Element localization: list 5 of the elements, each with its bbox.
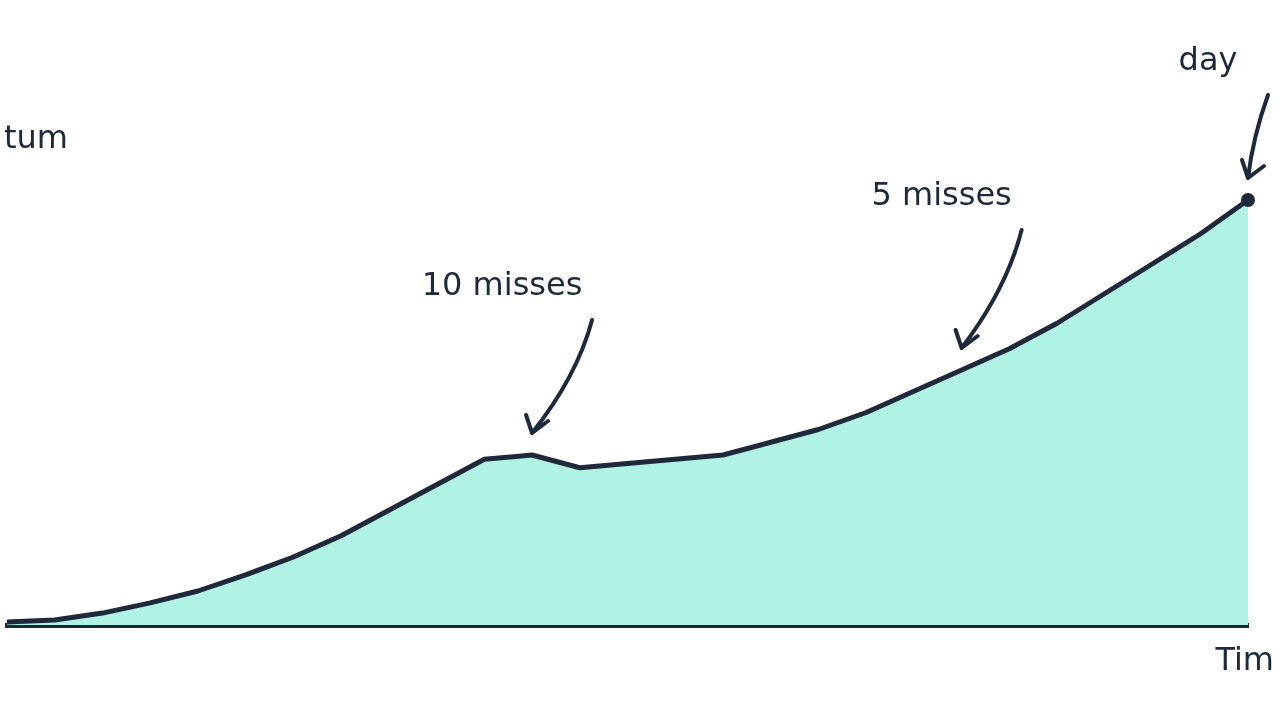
y-axis-title: tum	[4, 118, 68, 156]
text: day	[1178, 40, 1238, 78]
x-axis-title: Tim	[1215, 640, 1274, 678]
annotation: 5 misses	[871, 175, 1012, 213]
annotation: 10 misses	[421, 265, 583, 303]
